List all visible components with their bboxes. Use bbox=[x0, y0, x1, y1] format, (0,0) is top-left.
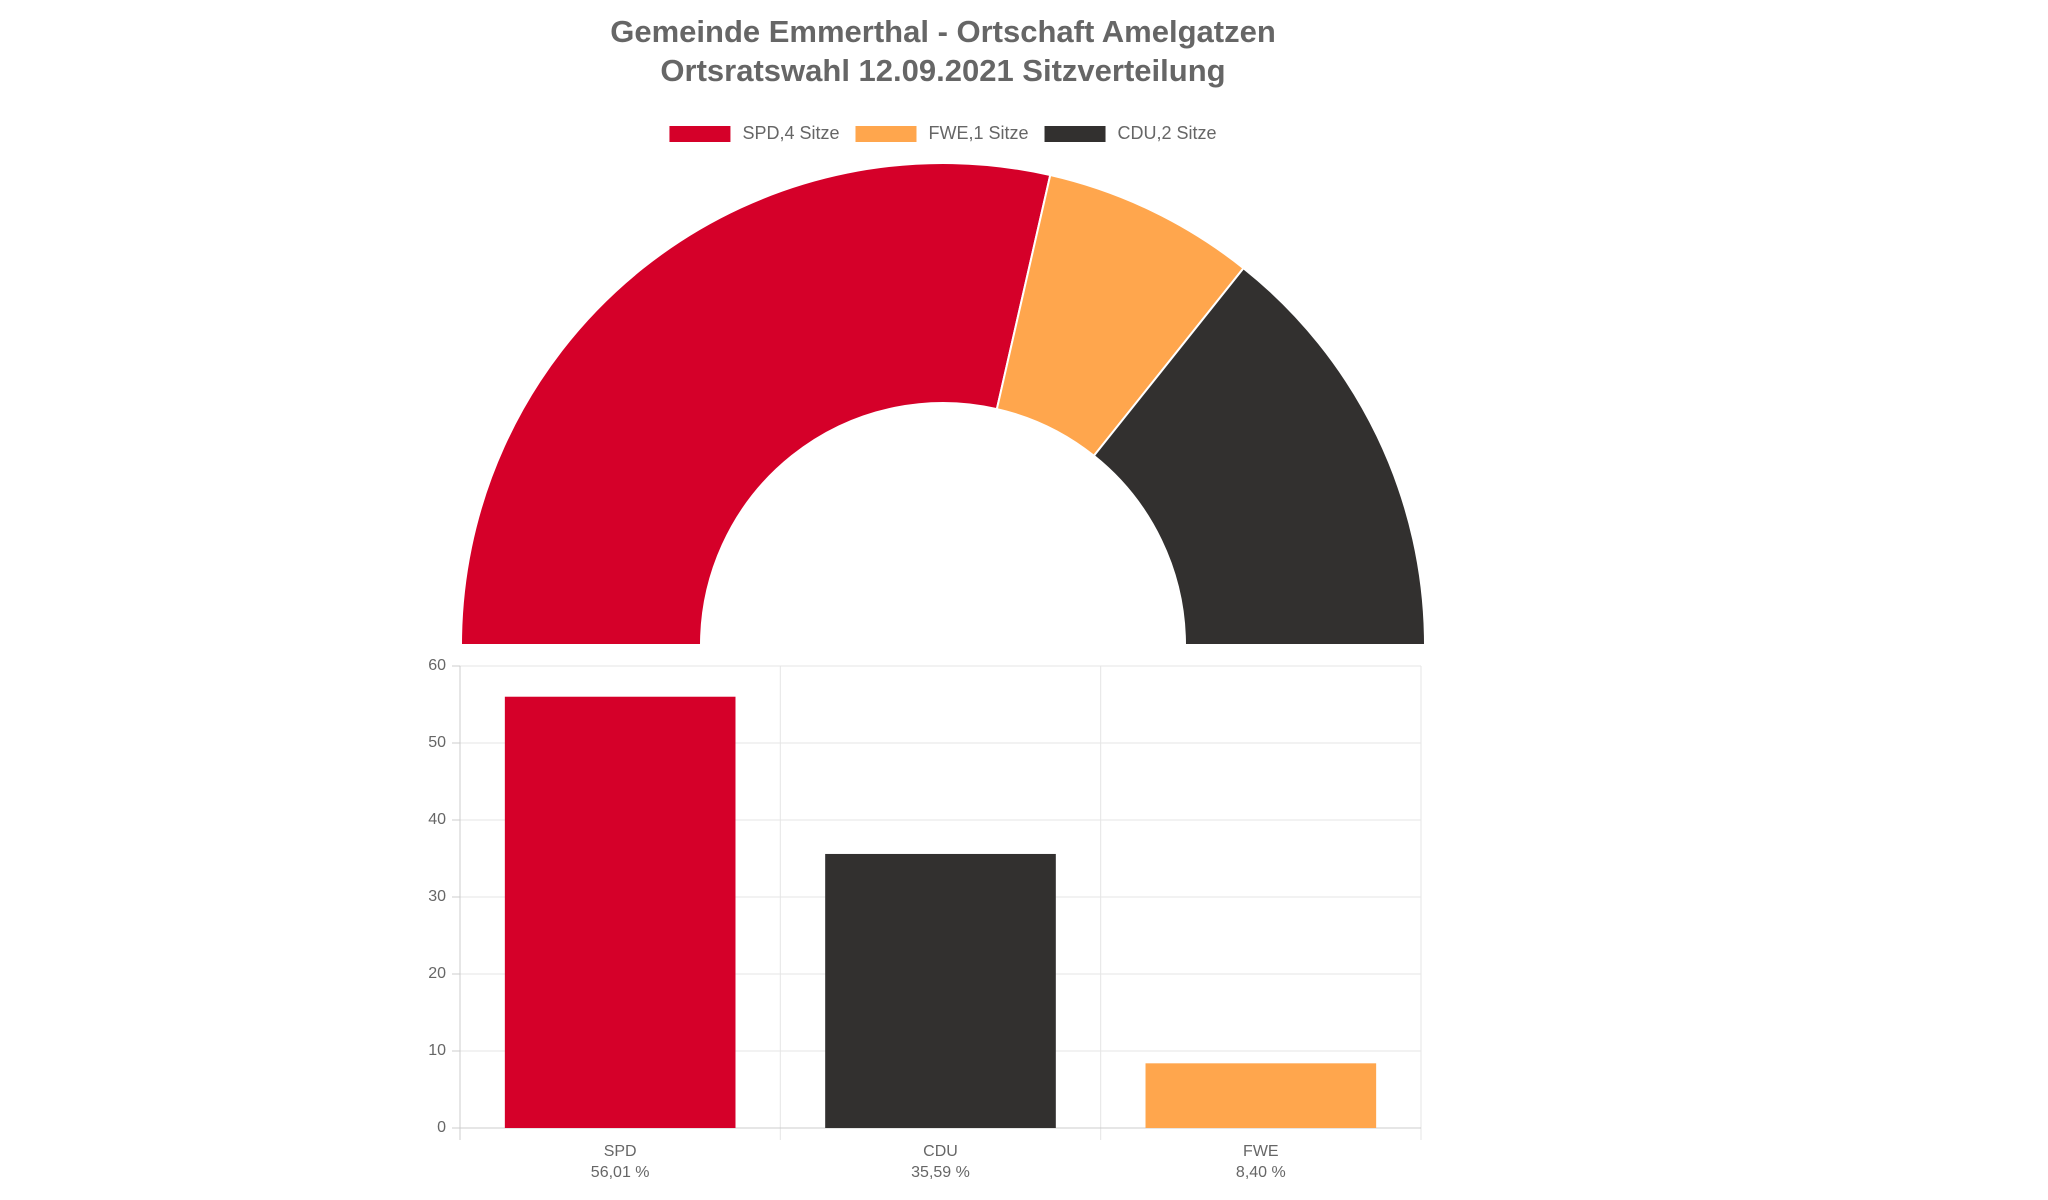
legend-swatch bbox=[669, 126, 731, 142]
legend-swatch bbox=[1044, 126, 1106, 142]
legend-label: FWE,1 Sitze bbox=[928, 123, 1028, 143]
y-tick-label: 60 bbox=[428, 657, 446, 674]
legend-label: CDU,2 Sitze bbox=[1118, 123, 1217, 143]
y-tick-label: 50 bbox=[428, 734, 446, 751]
legend-label: SPD,4 Sitze bbox=[742, 123, 839, 143]
legend-swatch bbox=[855, 126, 917, 142]
chart-title: Gemeinde Emmerthal - Ortschaft Amelgatze… bbox=[610, 14, 1276, 49]
y-tick-label: 0 bbox=[437, 1119, 446, 1136]
x-tick-label: SPD bbox=[604, 1143, 637, 1160]
bar bbox=[825, 853, 1056, 1128]
donut-segment bbox=[459, 161, 1052, 646]
value-label: 56,01 % bbox=[591, 1164, 650, 1181]
x-tick-label: CDU bbox=[923, 1143, 958, 1160]
bar bbox=[1145, 1063, 1377, 1128]
chart-title: Ortsratswahl 12.09.2021 Sitzverteilung bbox=[660, 53, 1225, 88]
x-tick-label: FWE bbox=[1243, 1143, 1279, 1160]
value-label: 35,59 % bbox=[911, 1164, 970, 1181]
y-tick-label: 20 bbox=[428, 965, 446, 982]
value-label: 8,40 % bbox=[1236, 1164, 1286, 1181]
y-tick-label: 30 bbox=[428, 888, 446, 905]
donut-segment bbox=[1092, 266, 1427, 646]
bar bbox=[504, 696, 736, 1128]
y-tick-label: 40 bbox=[428, 811, 446, 828]
y-tick-label: 10 bbox=[428, 1042, 446, 1059]
